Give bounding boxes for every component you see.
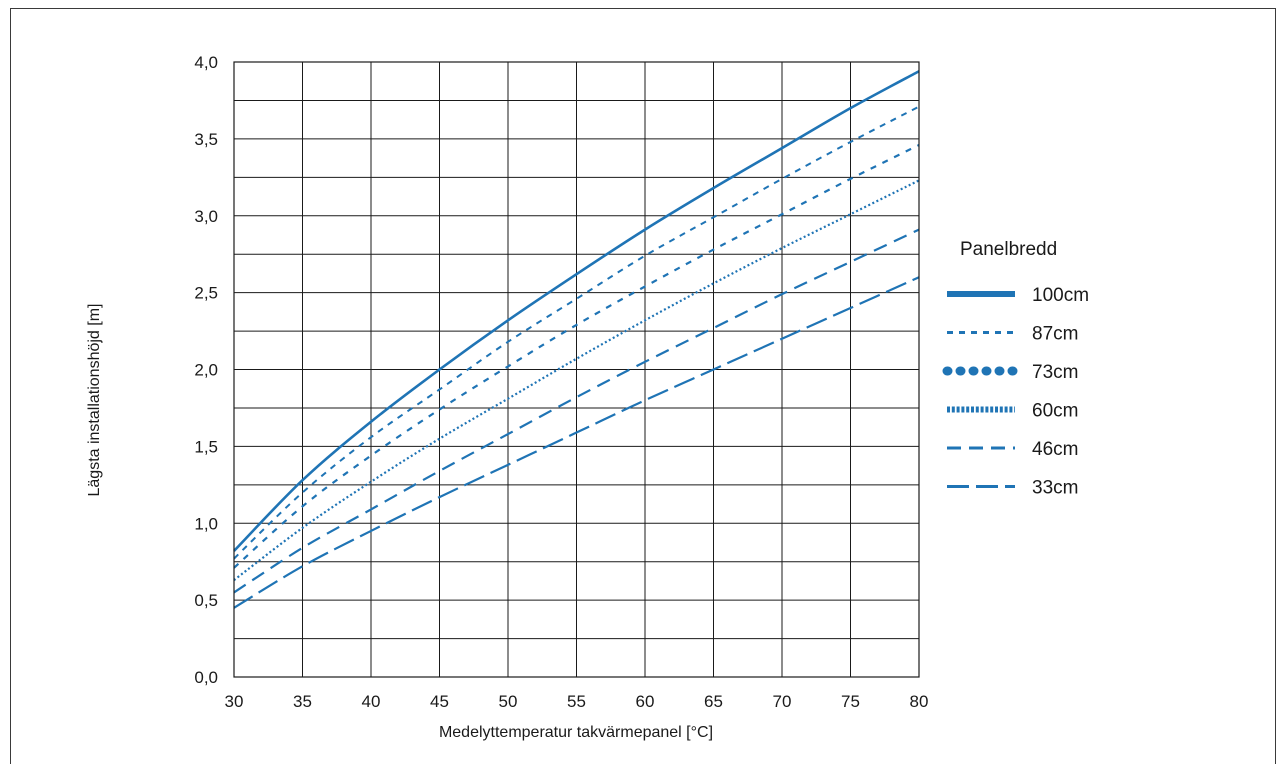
series-line-60cm <box>233 179 920 582</box>
y-tick-label: 4,0 <box>194 53 218 72</box>
x-tick-label: 40 <box>362 692 381 711</box>
y-tick-label: 0,5 <box>194 591 218 610</box>
x-tick-label: 70 <box>773 692 792 711</box>
legend: Panelbredd 100cm 87cm 73cm 60cm 46cm 33cm <box>942 239 1089 499</box>
series-line-87cm <box>233 105 920 560</box>
x-tick-label: 45 <box>430 692 449 711</box>
x-tick-label: 65 <box>704 692 723 711</box>
series-line-46cm <box>233 228 920 594</box>
y-tick-label: 2,5 <box>194 284 218 303</box>
y-tick-label: 2,0 <box>194 361 218 380</box>
y-tick-label: 3,5 <box>194 130 218 149</box>
x-tick-label: 35 <box>293 692 312 711</box>
series-line-100cm <box>233 70 920 552</box>
y-tick-label: 1,0 <box>194 514 218 533</box>
series-line-73cm <box>233 144 920 569</box>
x-tick-label: 55 <box>567 692 586 711</box>
legend-label-60cm: 60cm <box>1032 401 1078 422</box>
y-tick-label: 1,5 <box>194 437 218 456</box>
tick-labels: 30 35 40 45 50 55 60 65 70 75 80 0,0 0,5 1,0 1,5 2,0 2,5… <box>194 53 928 711</box>
y-tick-label: 3,0 <box>194 207 218 226</box>
x-tick-label: 60 <box>636 692 655 711</box>
x-tick-label: 30 <box>225 692 244 711</box>
x-tick-label: 80 <box>910 692 929 711</box>
chart-frame <box>10 8 1276 764</box>
legend-label-33cm: 33cm <box>1032 478 1078 499</box>
y-axis-label: Lägsta installationshöjd [m] <box>86 304 103 497</box>
legend-label-73cm: 73cm <box>1032 362 1078 383</box>
series-lines <box>233 70 920 609</box>
legend-label-100cm: 100cm <box>1032 285 1089 306</box>
legend-label-46cm: 46cm <box>1032 439 1078 460</box>
x-tick-label: 50 <box>499 692 518 711</box>
y-tick-label: 0,0 <box>194 668 218 687</box>
grid <box>233 61 920 678</box>
series-line-33cm <box>233 276 920 609</box>
legend-label-87cm: 87cm <box>1032 324 1078 345</box>
x-tick-label: 75 <box>841 692 860 711</box>
x-axis-label: Medelyttemperatur takvärmepanel [°C] <box>439 724 713 741</box>
legend-title: Panelbredd <box>960 239 1057 260</box>
plot-border <box>233 61 920 678</box>
